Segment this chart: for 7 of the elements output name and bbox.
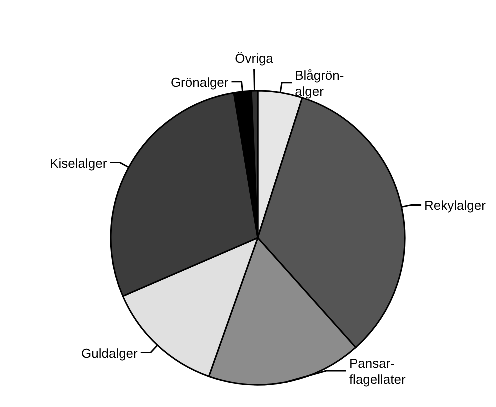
- slice-label: Grönalger: [170, 74, 230, 90]
- slice-label: Pansar-flagellater: [349, 356, 406, 387]
- slice-label: Blågrön-alger: [295, 68, 344, 99]
- slice-label: Guldalger: [82, 346, 139, 361]
- slice-label: Övriga: [235, 51, 274, 66]
- slice-label: Kiselalger: [50, 156, 108, 171]
- slice-label: Rekylalger: [424, 198, 487, 214]
